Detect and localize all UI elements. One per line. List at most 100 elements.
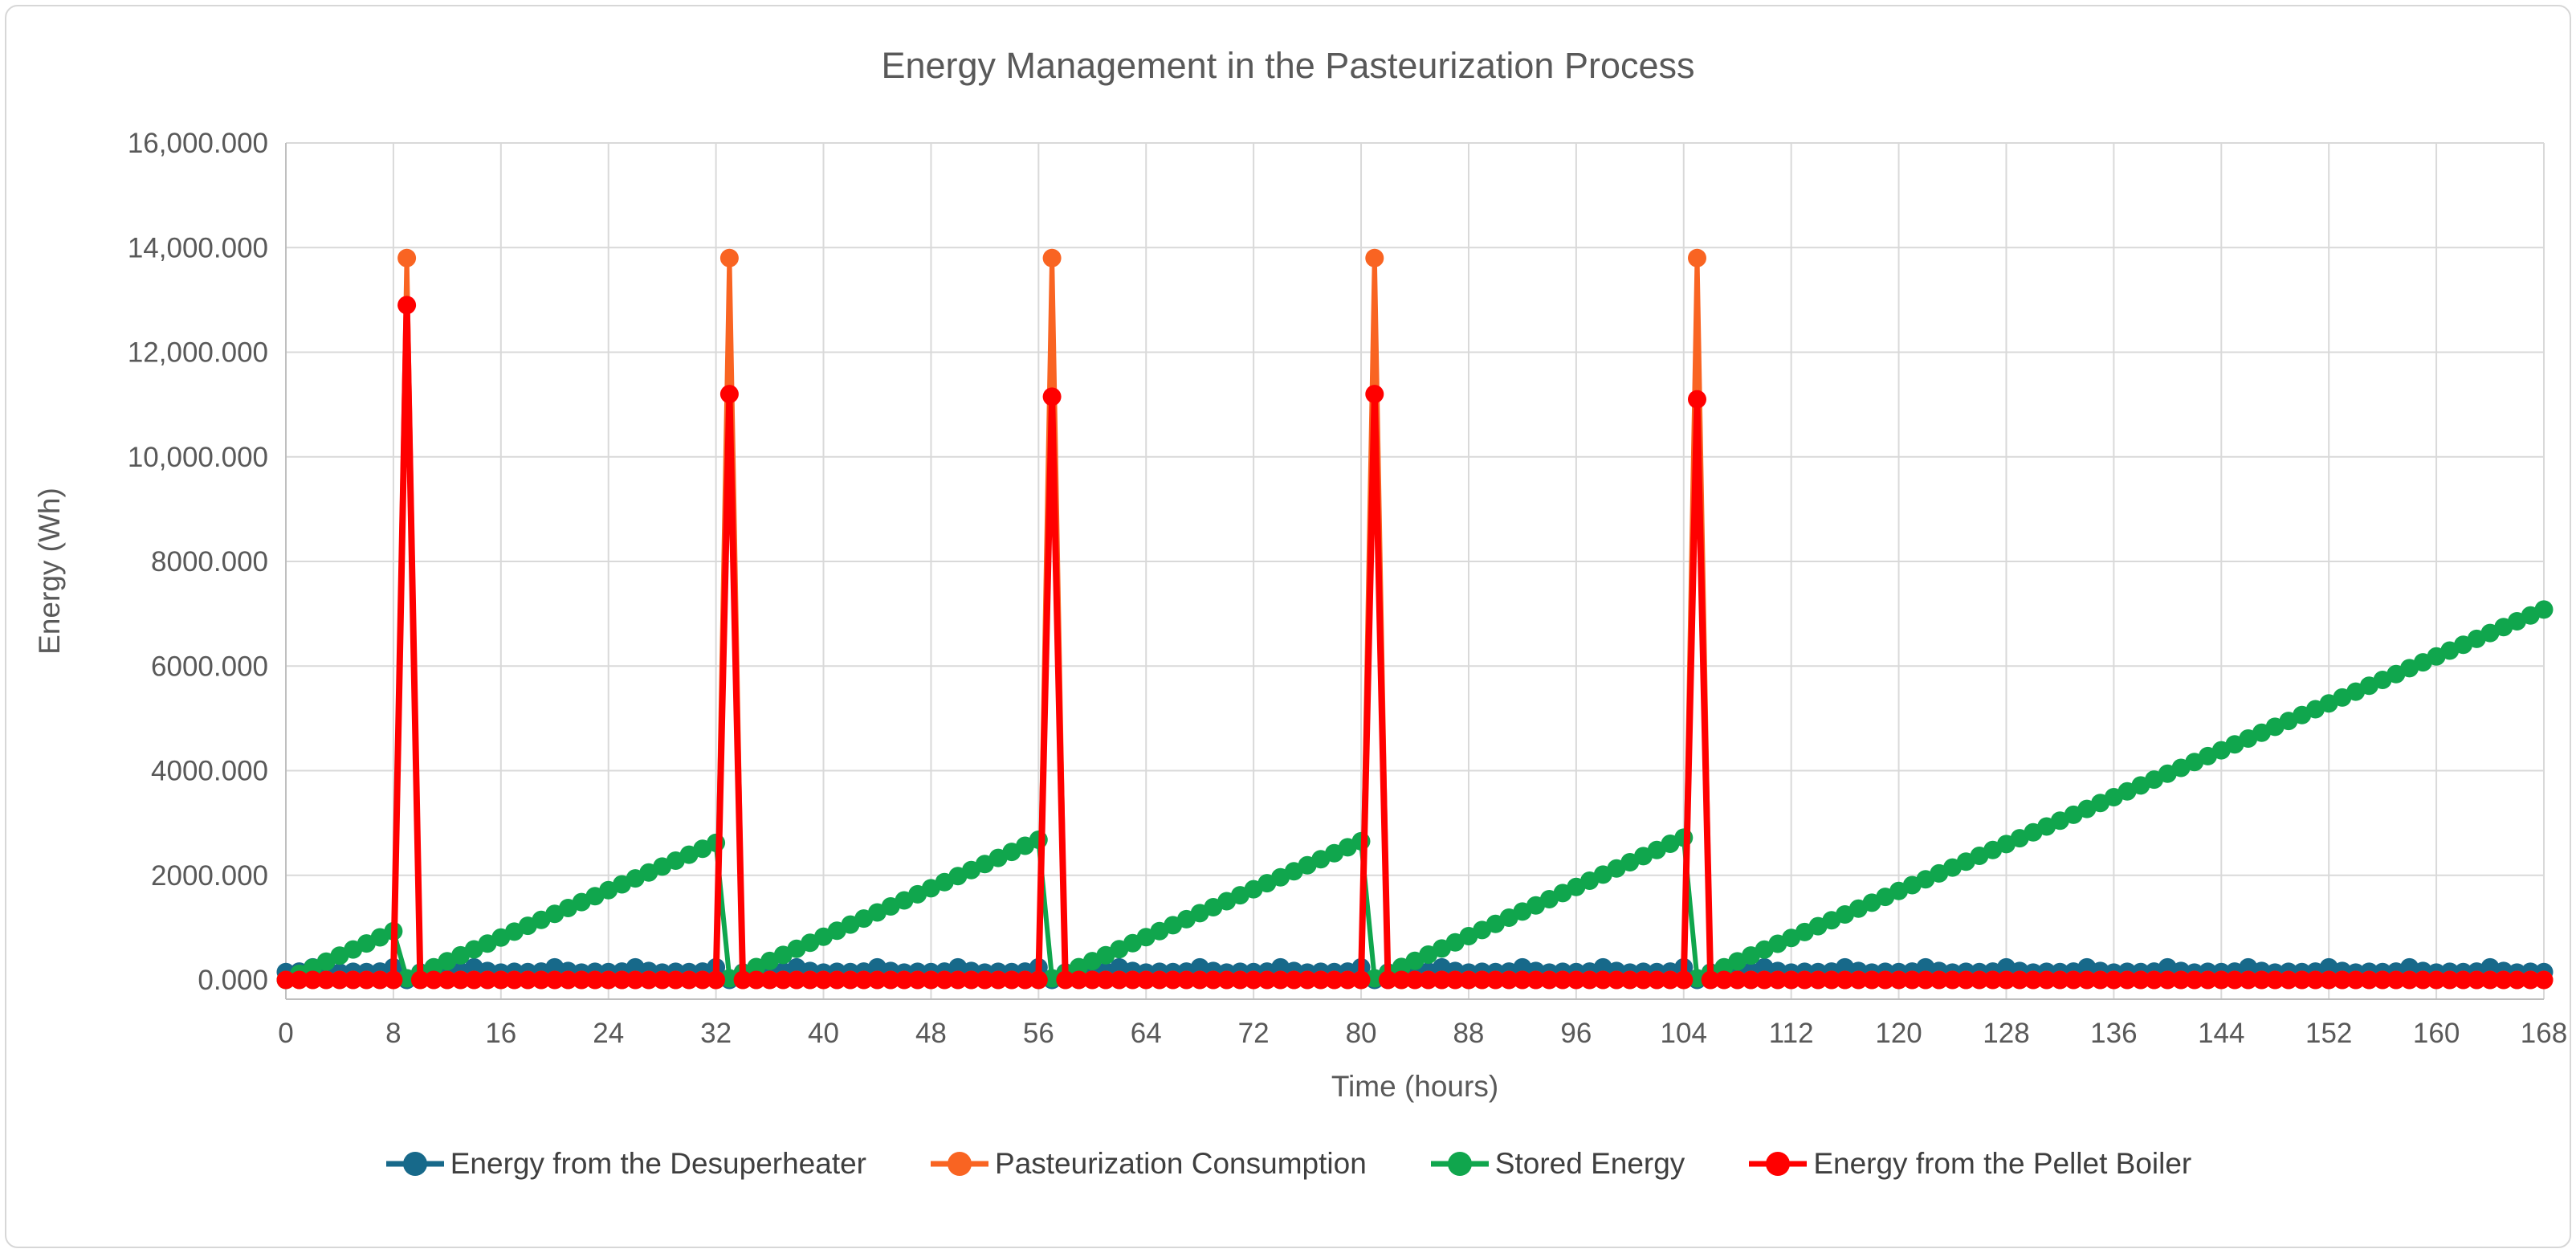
data-point <box>491 970 511 990</box>
x-tick-label: 48 <box>915 1018 947 1049</box>
x-tick-label: 72 <box>1238 1018 1270 1049</box>
data-point <box>304 970 322 990</box>
data-point <box>868 970 887 990</box>
data-point <box>1056 970 1075 990</box>
legend-marker-icon <box>931 1152 989 1176</box>
data-point <box>1271 970 1290 990</box>
data-point <box>1593 970 1612 990</box>
data-point <box>895 970 914 990</box>
legend-marker-icon <box>1430 1152 1489 1176</box>
data-point <box>1580 970 1600 990</box>
data-point <box>2171 970 2191 990</box>
data-point <box>1257 970 1277 990</box>
data-point <box>1433 970 1451 990</box>
legend-item: Stored Energy <box>1429 1147 1685 1181</box>
data-point <box>1473 970 1492 990</box>
data-point <box>1876 970 1895 990</box>
data-point <box>505 970 524 990</box>
data-point <box>276 970 296 990</box>
data-point <box>1419 970 1438 990</box>
data-point <box>1016 970 1035 990</box>
data-point <box>2440 970 2460 990</box>
y-tick-label: 8000.000 <box>151 546 268 578</box>
data-point <box>424 970 443 990</box>
series-energy-from-the-pellet-boiler <box>276 296 2554 990</box>
data-point <box>1795 970 1814 990</box>
data-point <box>1607 970 1626 990</box>
data-point <box>397 296 417 315</box>
data-point <box>1150 970 1169 990</box>
data-point <box>719 385 739 404</box>
data-point <box>679 970 699 990</box>
data-point <box>1620 970 1640 990</box>
data-point <box>1808 970 1828 990</box>
y-tick-label: 14,000.000 <box>128 232 268 263</box>
data-point <box>1190 970 1209 990</box>
legend-item: Energy from the Pellet Boiler <box>1747 1147 2191 1181</box>
legend-label: Energy from the Desuperheater <box>450 1147 867 1180</box>
series-stored-energy <box>276 600 2554 990</box>
legend-label: Stored Energy <box>1494 1147 1685 1180</box>
data-point <box>2413 970 2432 990</box>
data-point <box>1042 387 1062 406</box>
data-point <box>1647 970 1666 990</box>
data-point <box>814 970 833 990</box>
data-point <box>1674 970 1694 990</box>
data-point <box>599 970 618 990</box>
data-point <box>2467 970 2486 990</box>
data-point <box>1284 970 1303 990</box>
x-tick-label: 8 <box>385 1018 401 1049</box>
data-point <box>1177 970 1196 990</box>
chart-border <box>5 5 2571 1248</box>
data-point <box>2333 970 2352 990</box>
data-point <box>1862 970 1881 990</box>
data-point <box>370 970 389 990</box>
data-point <box>1513 970 1532 990</box>
data-point <box>559 970 577 990</box>
y-tick-label: 12,000.000 <box>128 337 268 369</box>
data-point <box>2158 970 2177 990</box>
data-point <box>1365 385 1384 404</box>
data-point <box>2199 970 2217 990</box>
data-point <box>518 970 537 990</box>
data-point <box>707 970 726 990</box>
data-point <box>357 970 376 990</box>
x-tick-label: 80 <box>1346 1018 1377 1049</box>
data-point <box>438 970 457 990</box>
data-point <box>572 970 591 990</box>
x-tick-label: 128 <box>1983 1018 2029 1049</box>
data-point <box>1379 970 1397 990</box>
data-point <box>653 970 672 990</box>
data-point <box>2480 970 2500 990</box>
gridlines <box>285 142 2545 999</box>
data-point <box>1916 970 1935 990</box>
data-point <box>2211 970 2231 990</box>
data-point <box>1688 248 1706 267</box>
data-point <box>2359 970 2378 990</box>
x-tick-label: 88 <box>1453 1018 1484 1049</box>
data-point <box>397 248 417 267</box>
data-point <box>1029 970 1048 990</box>
x-tick-label: 136 <box>2090 1018 2137 1049</box>
data-point <box>2225 970 2244 990</box>
data-point <box>2131 970 2150 990</box>
data-point <box>1311 970 1331 990</box>
legend-item: Energy from the Desuperheater <box>385 1147 866 1181</box>
data-point <box>1365 248 1384 267</box>
data-point <box>410 970 430 990</box>
data-point <box>1123 970 1142 990</box>
data-point <box>693 970 712 990</box>
x-tick-label: 64 <box>1131 1018 1162 1049</box>
y-tick-label: 0.000 <box>198 965 268 996</box>
data-point <box>1553 970 1572 990</box>
data-point <box>2145 970 2164 990</box>
data-point <box>1351 970 1371 990</box>
data-point <box>1405 970 1425 990</box>
x-tick-label: 56 <box>1023 1018 1054 1049</box>
legend-item: Pasteurization Consumption <box>929 1147 1367 1181</box>
legend-label: Energy from the Pellet Boiler <box>1813 1147 2192 1180</box>
y-tick-labels: 0.000 2000.000 4000.000 6000.000 8000.000 10,… <box>128 128 268 996</box>
chart-title: Energy Management in the Pasteurization … <box>881 45 1695 86</box>
data-point <box>1110 970 1129 990</box>
